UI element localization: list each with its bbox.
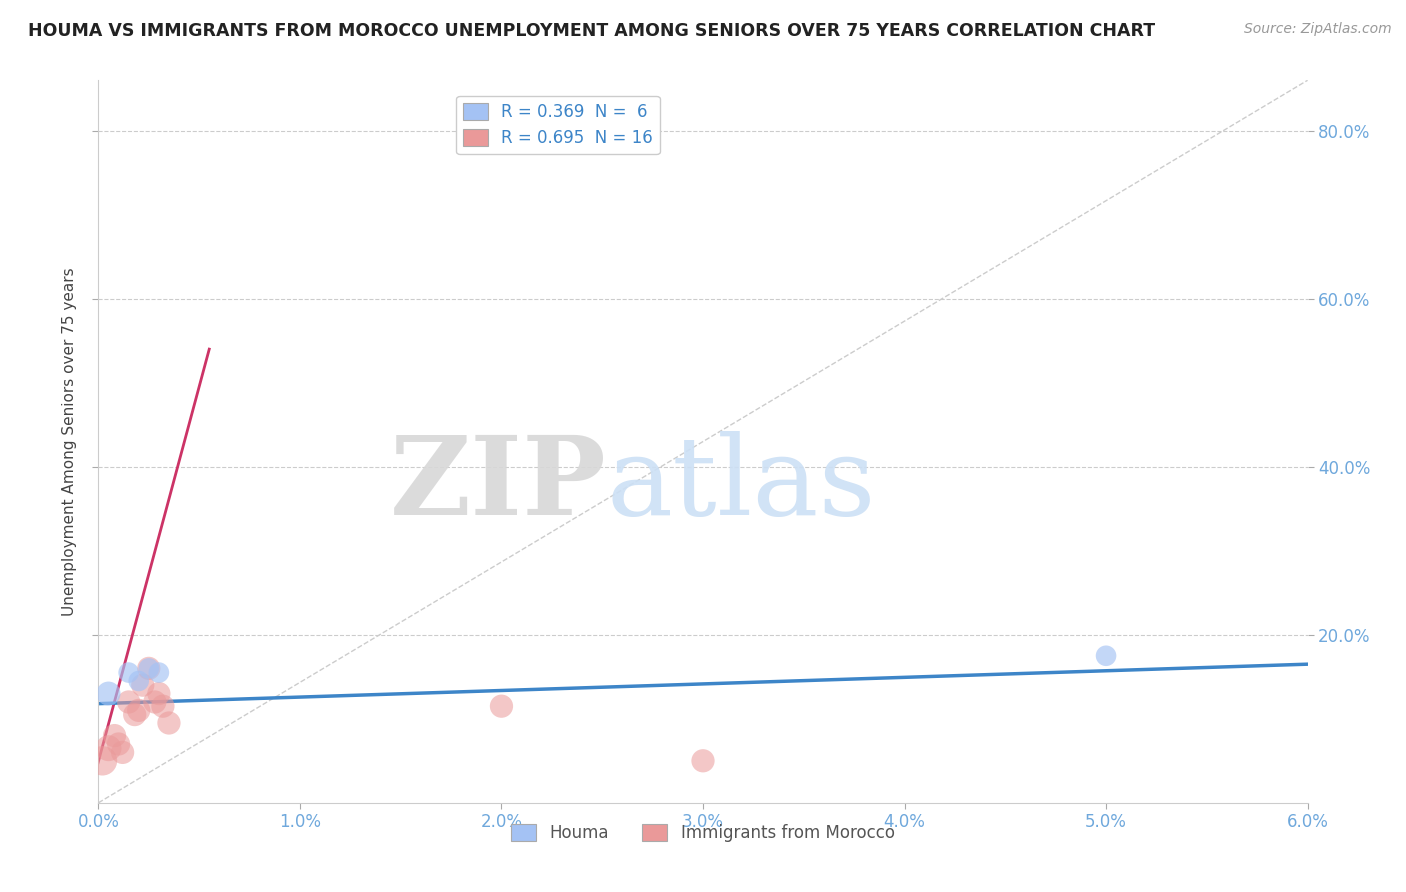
Point bbox=[107, 737, 129, 751]
Point bbox=[128, 703, 150, 717]
Point bbox=[148, 687, 170, 701]
Text: HOUMA VS IMMIGRANTS FROM MOROCCO UNEMPLOYMENT AMONG SENIORS OVER 75 YEARS CORREL: HOUMA VS IMMIGRANTS FROM MOROCCO UNEMPLO… bbox=[28, 22, 1156, 40]
Y-axis label: Unemployment Among Seniors over 75 years: Unemployment Among Seniors over 75 years bbox=[62, 268, 77, 615]
Point bbox=[138, 661, 160, 675]
Point bbox=[97, 687, 120, 701]
Point bbox=[118, 665, 141, 680]
Point bbox=[128, 673, 150, 688]
Point bbox=[157, 716, 180, 731]
Point bbox=[692, 754, 714, 768]
Point bbox=[491, 699, 513, 714]
Point bbox=[97, 741, 120, 756]
Point bbox=[138, 661, 160, 675]
Point bbox=[132, 678, 155, 692]
Point bbox=[124, 707, 146, 722]
Point bbox=[143, 695, 166, 709]
Point bbox=[1095, 648, 1118, 663]
Point bbox=[91, 754, 114, 768]
Text: ZIP: ZIP bbox=[389, 432, 606, 539]
Point bbox=[103, 729, 125, 743]
Point bbox=[152, 699, 174, 714]
Text: atlas: atlas bbox=[606, 432, 876, 539]
Text: Source: ZipAtlas.com: Source: ZipAtlas.com bbox=[1244, 22, 1392, 37]
Legend: Houma, Immigrants from Morocco: Houma, Immigrants from Morocco bbox=[505, 817, 901, 848]
Point bbox=[118, 695, 141, 709]
Point bbox=[111, 745, 134, 759]
Point bbox=[148, 665, 170, 680]
